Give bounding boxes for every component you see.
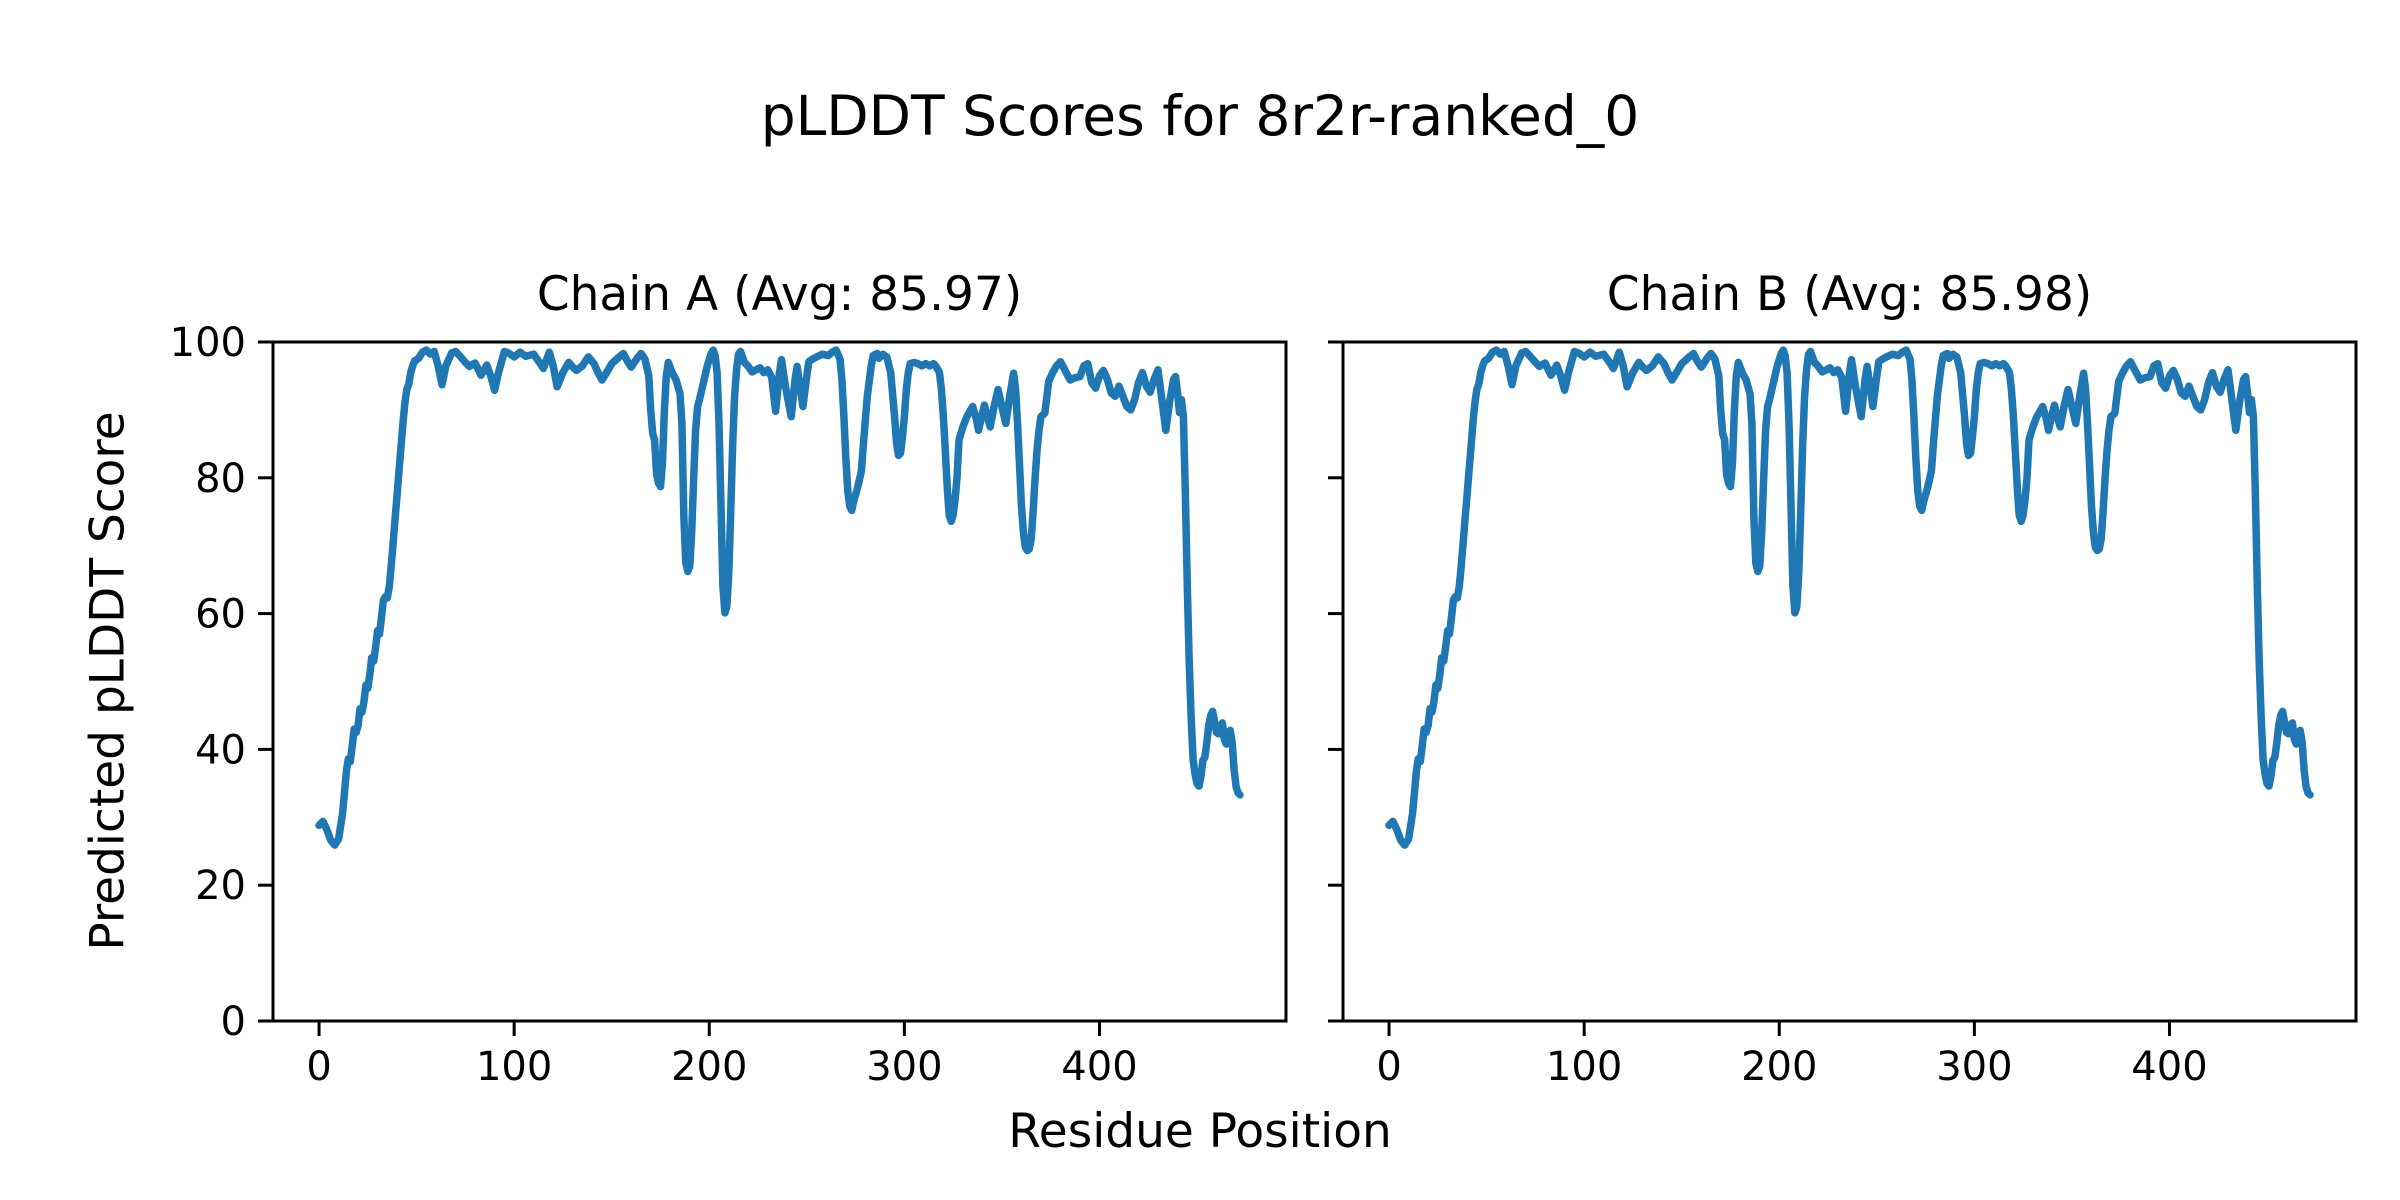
x-tick-label-a: 300: [866, 1044, 942, 1090]
y-tick-label-a: 40: [195, 727, 246, 773]
figure-title: pLDDT Scores for 8r2r-ranked_0: [760, 84, 1640, 148]
y-tick-label-a: 100: [170, 320, 246, 366]
axes-box-a: [271, 340, 1288, 1023]
y-tick-label-a: 60: [195, 592, 246, 638]
y-tick-label-a: 80: [195, 456, 246, 502]
x-tick-label-a: 0: [306, 1044, 331, 1090]
x-tick-label-a: 100: [476, 1044, 552, 1090]
x-tick-label-b: 400: [2131, 1044, 2207, 1090]
x-tick-label-b: 0: [1376, 1044, 1401, 1090]
subplot-a-title: Chain A (Avg: 85.97): [536, 267, 1023, 322]
x-tick-label-a: 400: [1061, 1044, 1137, 1090]
x-tick-label-a: 200: [671, 1044, 747, 1090]
y-tick-label-a: 0: [221, 999, 246, 1045]
y-tick-label-a: 20: [195, 863, 246, 909]
plddt-line-chain-a: [315, 346, 1244, 849]
x-axis-label: Residue Position: [1008, 1104, 1392, 1159]
plddt-line-chain-b: [1385, 346, 2314, 849]
subplot-b-title: Chain B (Avg: 85.98): [1606, 267, 2093, 322]
x-tick-label-b: 100: [1546, 1044, 1622, 1090]
x-tick-label-b: 300: [1936, 1044, 2012, 1090]
x-tick-label-b: 200: [1741, 1044, 1817, 1090]
axes-box-b: [1341, 340, 2358, 1023]
y-axis-label: Predicted pLDDT Score: [80, 411, 136, 951]
